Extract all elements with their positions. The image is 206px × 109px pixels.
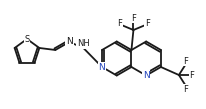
Text: F: F bbox=[190, 71, 194, 79]
Text: NH: NH bbox=[77, 39, 90, 49]
Text: F: F bbox=[184, 84, 188, 94]
Text: F: F bbox=[145, 19, 150, 27]
Text: F: F bbox=[131, 14, 136, 22]
Text: N: N bbox=[66, 37, 73, 46]
Text: S: S bbox=[24, 35, 30, 43]
Text: N: N bbox=[143, 71, 150, 80]
Text: F: F bbox=[184, 56, 188, 66]
Text: N: N bbox=[99, 62, 105, 72]
Text: F: F bbox=[117, 19, 122, 27]
